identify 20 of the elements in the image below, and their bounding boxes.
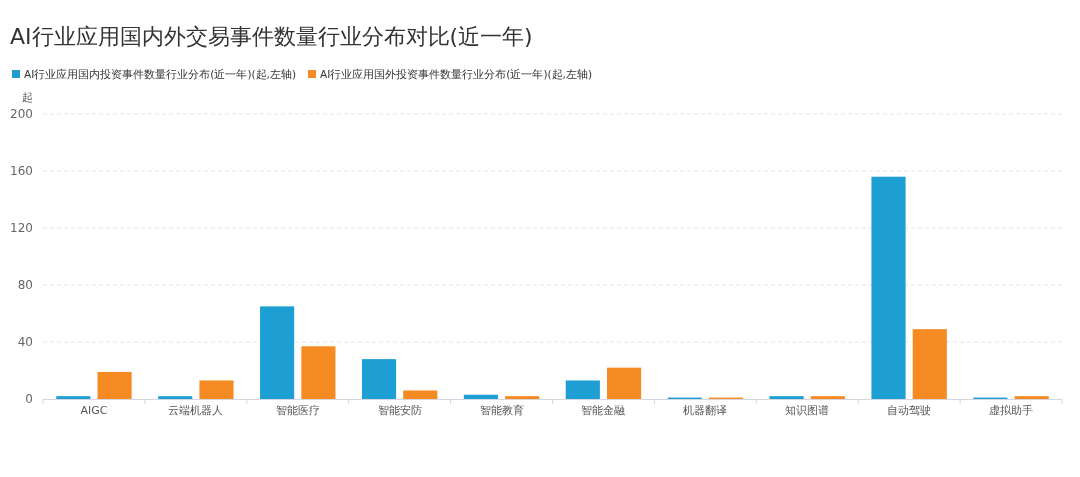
xtick: 知识图谱 xyxy=(785,404,830,417)
legend-label: AI行业应用国内投资事件数量行业分布(近一年)(起,左轴) xyxy=(24,68,297,80)
title: AI行业应用国内外交易事件数量行业分布对比(近一年) xyxy=(10,24,533,49)
ytick: 0 xyxy=(25,392,33,406)
xtick: 机器翻译 xyxy=(683,404,728,417)
ytick: 40 xyxy=(17,335,33,349)
ylabel: 起 xyxy=(21,91,33,104)
ytick: 200 xyxy=(10,107,33,121)
xtick: 智能安防 xyxy=(377,404,422,417)
xtick: 自动驾驶 xyxy=(887,404,932,417)
legend-label: AI行业应用国外投资事件数量行业分布(近一年)(起,左轴) xyxy=(320,68,593,80)
xtick: 智能金融 xyxy=(581,404,626,417)
xtick: AIGC xyxy=(80,404,108,417)
xtick: 智能医疗 xyxy=(275,404,320,417)
ytick: 160 xyxy=(10,164,33,178)
xtick: 智能教育 xyxy=(479,404,524,417)
ytick: 80 xyxy=(17,278,33,292)
xtick: 云端机器人 xyxy=(168,404,224,417)
ytick: 120 xyxy=(10,221,33,235)
xtick: 虚拟助手 xyxy=(989,404,1034,417)
